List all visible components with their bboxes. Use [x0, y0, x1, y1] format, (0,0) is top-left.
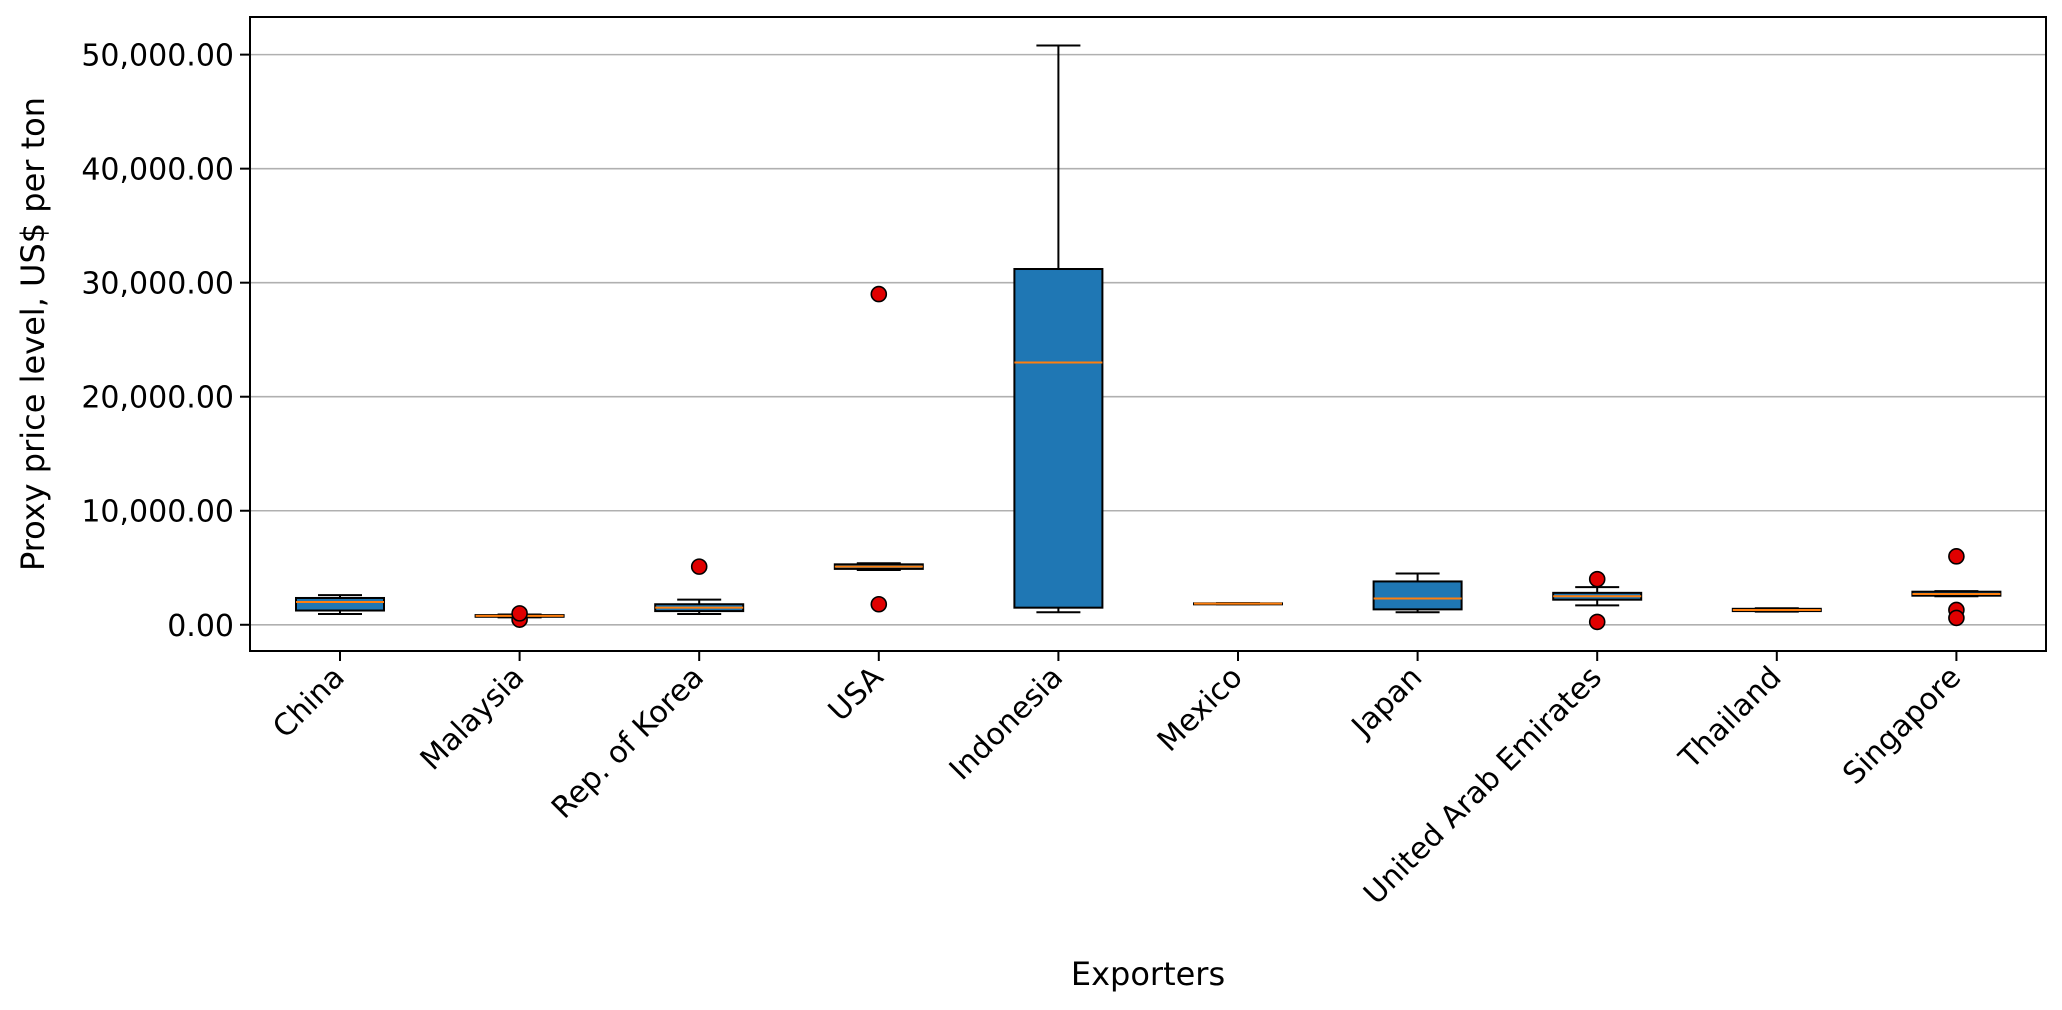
outlier-point: [870, 285, 888, 303]
y-tick-label: 0.00: [167, 609, 234, 644]
x-tick-label: Japan: [1344, 660, 1429, 745]
x-tick-label: Thailand: [1672, 660, 1789, 777]
box-plot-marks: [295, 44, 2002, 631]
box: [1013, 268, 1104, 609]
x-tick-label: Mexico: [1151, 660, 1250, 759]
plot-frame: [249, 16, 2047, 652]
y-tick-label: 40,000.00: [81, 153, 234, 188]
outlier-point: [1588, 613, 1606, 631]
y-axis-label: Proxy price level, US$ per ton: [14, 97, 52, 571]
outlier-point: [1588, 570, 1606, 588]
outlier-point: [690, 558, 708, 575]
x-tick-label: Rep. of Korea: [545, 660, 711, 826]
x-tick-label: USA: [822, 660, 891, 729]
y-tick-label: 20,000.00: [81, 381, 234, 416]
y-tick-label: 30,000.00: [81, 267, 234, 302]
y-tick-label: 50,000.00: [81, 39, 234, 74]
box-group: [474, 605, 565, 628]
box-group: [833, 285, 924, 613]
x-tick-label: Singapore: [1836, 660, 1968, 792]
outlier-point: [870, 595, 888, 613]
outlier-point: [1948, 548, 1965, 565]
box-group: [1552, 570, 1643, 631]
x-tick-label: Indonesia: [943, 660, 1070, 787]
x-axis-ticks: China Malaysia Rep. of Korea USA Indonesia Me…: [266, 651, 1968, 912]
box-group: [654, 558, 745, 615]
box-group: [1013, 44, 1104, 614]
grid-lines: [250, 53, 2046, 626]
y-tick-label: 10,000.00: [81, 495, 234, 530]
box-group: [1911, 548, 2002, 627]
box-group: [1731, 607, 1822, 613]
box-group: [1193, 602, 1283, 606]
x-axis-label: Exporters: [1071, 955, 1225, 993]
box: [1372, 580, 1463, 611]
x-tick-label: Malaysia: [414, 660, 531, 777]
outlier-point: [1948, 609, 1965, 627]
box: [295, 596, 385, 612]
outlier-point: [511, 605, 528, 622]
x-tick-label: China: [266, 660, 351, 745]
box-group: [295, 594, 385, 615]
box-group: [1372, 572, 1463, 614]
y-axis-ticks: 0.00 10,000.00 20,000.00 30,000.00 40,000.00…: [81, 39, 250, 644]
